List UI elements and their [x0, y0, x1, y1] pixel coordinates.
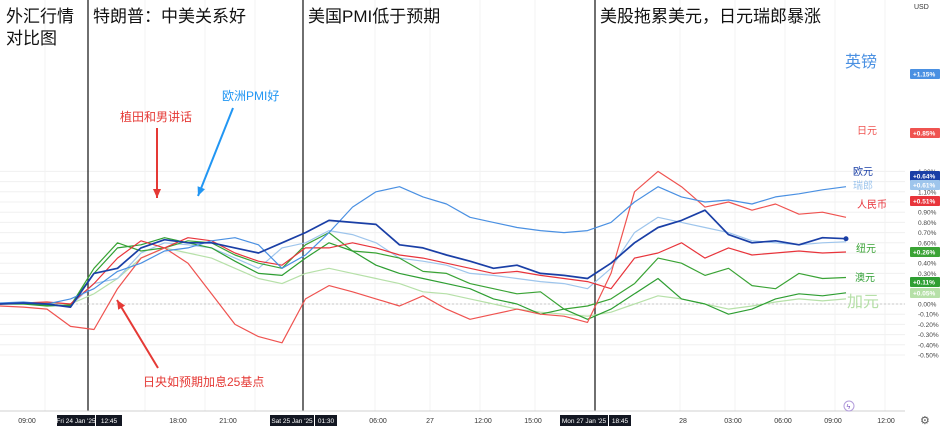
- section-header-us-pmi: 美国PMI低于预期: [308, 7, 440, 26]
- value-badge-1: [910, 128, 940, 138]
- arrow-eu-pmi: [197, 107, 234, 197]
- y-tick-label: -0.10%: [918, 312, 939, 319]
- x-tick-label: 27: [426, 418, 434, 425]
- x-tick-label: 28: [679, 418, 687, 425]
- value-badge-text-7: +0.05%: [913, 291, 935, 298]
- settings-gear-icon[interactable]: ⚙: [920, 415, 930, 427]
- series-end-label-2: 欧元: [853, 166, 873, 178]
- y-tick-label: 0.70%: [918, 230, 937, 237]
- series-line-4: [0, 237, 847, 305]
- series-end-label-3: 瑞郎: [853, 179, 873, 192]
- y-tick-label: -0.50%: [918, 353, 939, 360]
- value-badge-text-6: +0.11%: [913, 280, 935, 287]
- arrow-eu-pmi-head: [197, 186, 205, 196]
- x-tick-label: 18:00: [169, 418, 187, 425]
- series-end-label-1: 日元: [857, 126, 877, 137]
- date-box: [270, 415, 314, 426]
- value-badge-text-3: +0.61%: [913, 183, 935, 190]
- series-line-1: [0, 170, 847, 344]
- x-tick-label: 03:00: [724, 418, 742, 425]
- series-line-0: [0, 186, 847, 305]
- annotation-boj-hike: 日央如预期加息25基点: [143, 374, 264, 389]
- series-end-dot: [843, 236, 849, 242]
- x-tick-label: 09:00: [824, 418, 842, 425]
- date-box: [560, 415, 608, 426]
- y-tick-label: -0.30%: [918, 332, 939, 339]
- value-badge-text-1: +0.85%: [913, 131, 935, 138]
- y-tick-label: -0.20%: [918, 322, 939, 329]
- date-box: [315, 415, 337, 426]
- value-badge-5: [910, 247, 940, 257]
- date-box-label: Sat 25 Jan '25: [271, 418, 313, 425]
- value-badge-0: [910, 69, 940, 79]
- series-end-label-0: 英镑: [845, 53, 877, 71]
- value-badge-7: [910, 288, 940, 298]
- date-box-label: 01:30: [318, 418, 335, 425]
- series-lines: [0, 170, 849, 344]
- y-tick-label: 0.30%: [918, 271, 937, 278]
- y-tick-label: 0.60%: [918, 240, 937, 247]
- x-axis-date-boxes: Fri 24 Jan '25 12:45 Sat 25 Jan '25 01:30 Mo…: [56, 415, 631, 426]
- arrow-ueda-head: [153, 189, 161, 198]
- annotation-eu-pmi: 欧洲PMI好: [222, 89, 279, 103]
- svg-text:ϟ: ϟ: [847, 404, 851, 411]
- date-box: [57, 415, 95, 426]
- annotations: [116, 107, 234, 369]
- section-header-us-stocks: 美股拖累美元，日元瑞郎暴涨: [600, 7, 821, 26]
- annotation-ueda-speech: 植田和男讲话: [120, 109, 192, 124]
- series-line-2: [0, 209, 847, 308]
- series-line-3: [0, 216, 847, 307]
- date-box: [96, 415, 122, 426]
- x-tick-label: 12:00: [474, 418, 492, 425]
- svg-text:⚙: ⚙: [920, 415, 930, 427]
- y-tick-label: 0.00%: [918, 302, 937, 309]
- date-box-label: Mon 27 Jan '25: [562, 418, 607, 425]
- series-line-5: [0, 232, 847, 310]
- lightning-icon[interactable]: ϟ: [843, 400, 855, 412]
- value-badge-text-4: +0.51%: [913, 199, 935, 206]
- chart-title-line-1: 外汇行情: [6, 7, 74, 26]
- series-end-label-6: 澳元: [855, 271, 875, 284]
- value-badge-text-0: +1.15%: [913, 72, 935, 79]
- date-box-label: 18:45: [612, 418, 629, 425]
- y-tick-label: -0.40%: [918, 342, 939, 349]
- y-tick-label: 0.40%: [918, 261, 937, 268]
- x-tick-label: 09:00: [18, 418, 36, 425]
- x-tick-label: 06:00: [369, 418, 387, 425]
- value-badge-6: [910, 277, 940, 287]
- value-badge-4: [910, 196, 940, 206]
- series-end-label-7: 加元: [847, 293, 879, 311]
- value-badge-text-2: +0.64%: [913, 174, 935, 181]
- chart-title-line-2: 对比图: [6, 29, 57, 48]
- section-header-trump: 特朗普：中美关系好: [93, 7, 246, 26]
- arrow-boj-head: [117, 300, 126, 310]
- series-end-label-5: 纽元: [856, 242, 876, 255]
- arrow-boj: [116, 299, 159, 369]
- value-badge-text-5: +0.26%: [913, 250, 935, 257]
- date-box: [609, 415, 631, 426]
- series-value-badges: +1.15% +0.85% +0.64% +0.61% +0.51% +0.26% +0.1…: [910, 69, 940, 298]
- y-axis-unit: USD: [914, 4, 929, 11]
- x-axis-ticks: 09:00 18:00 21:00 06:00 27 12:00 15:00 28 03:00 0…: [18, 418, 895, 425]
- x-tick-label: 15:00: [524, 418, 542, 425]
- date-box-label: 12:45: [101, 418, 118, 425]
- x-tick-label: 12:00: [877, 418, 895, 425]
- y-tick-label: 0.90%: [918, 210, 937, 217]
- value-badge-3: [910, 180, 940, 190]
- x-tick-label: 06:00: [774, 418, 792, 425]
- y-tick-label: 1.10%: [918, 189, 937, 196]
- y-tick-label: 0.80%: [918, 220, 937, 227]
- section-dividers: [87, 0, 596, 411]
- series-line-6: [0, 237, 847, 320]
- series-end-label-4: 人民币: [857, 199, 887, 211]
- value-badge-2: [910, 171, 940, 181]
- date-box-label: Fri 24 Jan '25: [56, 418, 96, 425]
- x-tick-label: 21:00: [219, 418, 237, 425]
